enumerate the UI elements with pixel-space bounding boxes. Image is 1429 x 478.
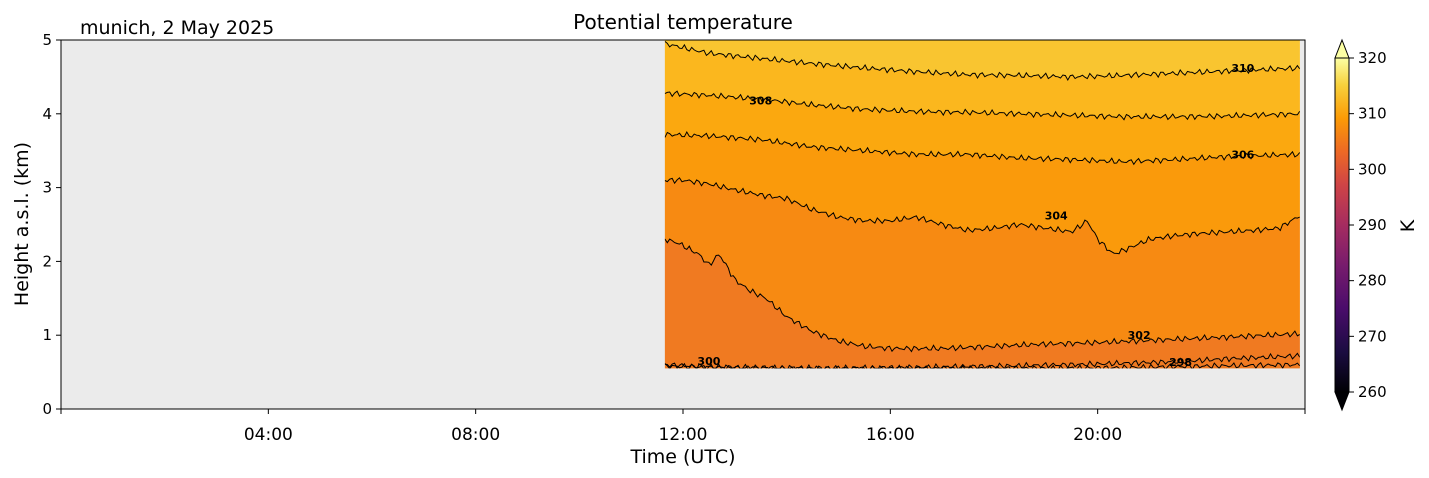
- contour-fill-layer: [664, 40, 1300, 369]
- contour-line-layer: [664, 41, 1300, 369]
- colorbar-tick-label: 290: [1358, 216, 1387, 234]
- x-axis-ticks: 04:00 08:00 12:00 16:00 20:00: [60, 409, 1306, 445]
- colorbar-extend-top: [1334, 38, 1350, 59]
- y-axis-label: Height a.s.l. (km): [11, 142, 33, 306]
- x-tick-label: 04:00: [244, 425, 293, 445]
- colorbar-tick-label: 320: [1358, 49, 1387, 67]
- colorbar-tick-label: 280: [1358, 272, 1387, 290]
- y-tick-label: 1: [42, 326, 52, 344]
- contour-line-310: [664, 41, 1300, 82]
- contour-label-302: 302: [1128, 329, 1151, 342]
- y-tick-label: 3: [42, 179, 52, 197]
- colorbar-tick-label: 310: [1358, 105, 1387, 123]
- x-tick-label: 12:00: [659, 425, 708, 445]
- colorbar-extend-bottom: [1334, 391, 1350, 412]
- colorbar-ticks: 260 270 280 290 300 310 320: [1349, 49, 1387, 401]
- colorbar: 260 270 280 290 300 310 320 K: [1334, 38, 1419, 412]
- x-tick-label: 08:00: [451, 425, 500, 445]
- contour-label-310: 310: [1231, 62, 1254, 75]
- x-tick-label: 16:00: [866, 425, 915, 445]
- contour-line-308: [664, 90, 1300, 121]
- contour-line-302: [664, 238, 1300, 353]
- contour-line-304: [664, 177, 1300, 255]
- y-tick-label: 2: [42, 252, 52, 270]
- colorbar-gradient: [1334, 57, 1350, 393]
- colorbar-tick-label: 300: [1358, 160, 1387, 178]
- y-tick-label: 0: [42, 400, 52, 418]
- contour-label-304: 304: [1045, 210, 1068, 223]
- x-axis-label: Time (UTC): [629, 446, 735, 468]
- colorbar-tick-label: 260: [1358, 383, 1387, 401]
- contour-label-306: 306: [1231, 148, 1254, 161]
- y-tick-label: 4: [42, 105, 52, 123]
- y-axis-ticks: 0 1 2 3 4 5: [42, 31, 61, 418]
- contour-label-300: 300: [697, 355, 720, 368]
- contour-label-layer: 298 300 302 304 306 308 310: [697, 62, 1254, 369]
- station-label: munich, 2 May 2025: [80, 17, 274, 39]
- colorbar-tick-label: 270: [1358, 327, 1387, 345]
- colorbar-label: K: [1397, 219, 1419, 232]
- contour-line-298: [664, 352, 1300, 369]
- contour-label-308: 308: [749, 95, 772, 108]
- chart-title: Potential temperature: [573, 10, 793, 34]
- contour-label-298: 298: [1169, 356, 1192, 369]
- contour-line-300: [664, 361, 1300, 369]
- y-tick-label: 5: [42, 31, 52, 49]
- contour-line-306: [664, 130, 1300, 166]
- x-tick-label: 20:00: [1073, 425, 1122, 445]
